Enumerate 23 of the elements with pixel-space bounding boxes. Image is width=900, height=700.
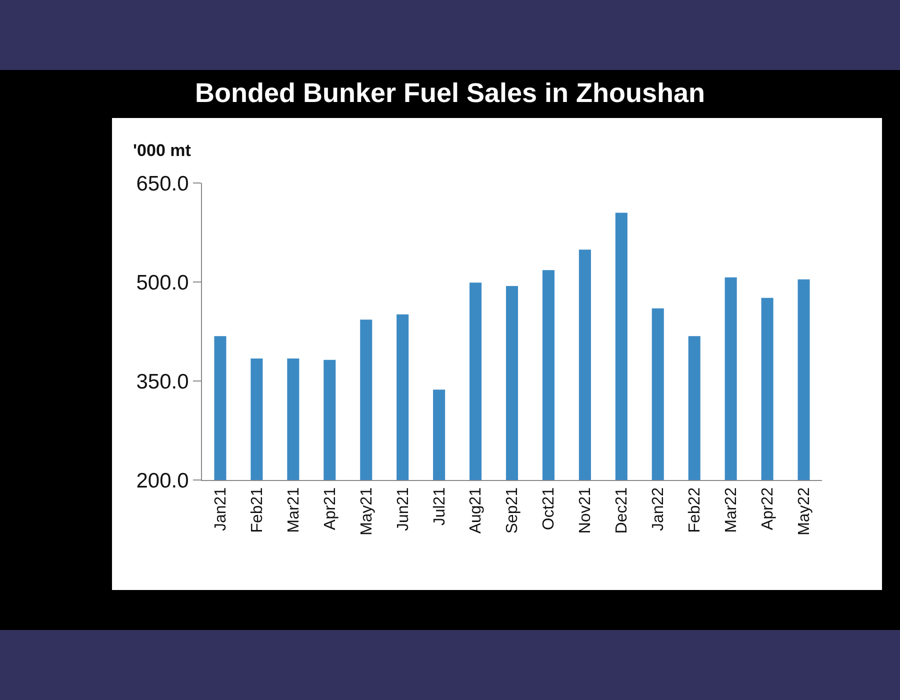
x-tick-label: Apr21 <box>322 487 339 530</box>
x-tick-label: May21 <box>358 487 376 536</box>
x-tick-label: Sep21 <box>504 487 522 534</box>
x-tick-label: Jan21 <box>212 487 230 531</box>
x-tick-label: Mar21 <box>285 487 302 533</box>
chart-title: Bonded Bunker Fuel Sales in Zhoushan <box>194 78 706 109</box>
x-tick-label: Mar22 <box>723 487 740 533</box>
y-axis-title: '000 mt <box>133 141 192 160</box>
x-tick-label: Jul21 <box>431 487 448 526</box>
x-tick-label: Oct21 <box>540 487 558 530</box>
y-tick-label: 500.0 <box>136 271 189 294</box>
x-tick-label: Nov21 <box>577 487 594 534</box>
x-tick-label: Jun21 <box>394 487 412 531</box>
y-tick-label: 200.0 <box>136 469 189 492</box>
x-tick-label: Apr22 <box>759 487 776 530</box>
x-tick-label: Feb21 <box>248 487 266 533</box>
x-tick-label: Dec21 <box>614 487 631 534</box>
y-tick-label: 650.0 <box>136 172 189 196</box>
x-tick-label: Jan22 <box>650 487 668 531</box>
y-tick-label: 350.0 <box>136 370 189 394</box>
x-tick-label: May22 <box>796 487 813 536</box>
x-tick-label: Aug21 <box>468 487 485 534</box>
x-tick-label: Feb22 <box>686 487 704 533</box>
